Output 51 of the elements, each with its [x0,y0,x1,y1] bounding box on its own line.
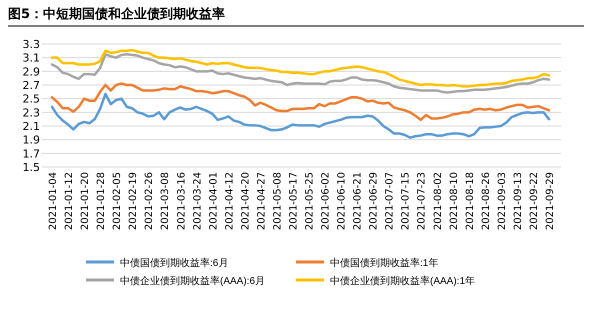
x-tick-label: 2021-04-01 [208,172,220,230]
x-tick-label: 2021-09-29 [545,172,556,230]
x-tick-label: 2021-04-20 [240,172,252,230]
x-tick-label: 2021-01-20 [80,172,92,230]
x-tick-label: 2021-07-23 [416,172,428,230]
y-tick-label: 2.9 [22,65,40,78]
legend-item: 中债国债到期收益率:6月 [86,258,228,269]
legend-item: 中债企业债到期收益率(AAA):6月 [86,276,266,287]
x-tick-label: 2021-04-12 [224,172,236,230]
x-tick-label: 2021-01-28 [96,172,108,230]
x-tick-label: 2021-08-02 [432,172,444,230]
legend-item: 中债国债到期收益率:1年 [296,258,438,269]
legend-item: 中债企业债到期收益率(AAA):1年 [296,276,476,287]
y-tick-label: 3.3 [22,38,40,51]
y-tick-label: 2.1 [22,120,40,133]
x-tick-label: 2021-07-07 [384,172,396,230]
x-tick-label: 2021-06-10 [336,172,348,230]
x-tick-label: 2021-06-02 [320,172,332,230]
x-tick-label: 2021-08-10 [448,172,460,230]
x-tick-label: 2021-03-08 [160,172,172,230]
y-tick-label: 2.7 [22,79,40,92]
x-tick-label: 2021-09-22 [528,172,540,230]
legend-label: 中债企业债到期收益率(AAA):1年 [330,275,476,287]
legend-label: 中债国债到期收益率:1年 [330,257,438,269]
x-tick-label: 2021-09-13 [512,172,524,230]
y-tick-label: 1.9 [22,134,40,147]
y-tick-label: 1.7 [22,147,40,160]
legend-label: 中债企业债到期收益率(AAA):6月 [120,275,266,287]
x-tick-label: 2021-04-27 [256,172,268,230]
y-tick-label: 1.5 [22,161,40,174]
x-tick-label: 2021-05-17 [288,172,300,230]
x-tick-label: 2021-01-04 [48,172,59,230]
legend-label: 中债国债到期收益率:6月 [120,257,228,269]
x-tick-label: 2021-08-18 [464,172,476,230]
x-tick-label: 2021-02-05 [112,172,124,230]
y-tick-label: 2.3 [22,106,40,120]
x-tick-label: 2021-02-19 [128,172,140,230]
x-tick-label: 2021-02-26 [144,172,156,230]
x-tick-label: 2021-09-03 [496,172,508,230]
x-tick-label: 2021-06-21 [352,172,364,230]
x-tick-label: 2021-07-15 [400,172,412,230]
x-tick-label: 2021-06-29 [368,172,380,230]
y-tick-label: 3.1 [22,52,40,65]
chart-title: 图5：中短期国债和企业债到期收益率 [8,6,226,22]
x-tick-label: 2021-01-12 [64,172,76,230]
y-tick-label: 2.5 [22,92,40,106]
x-tick-label: 2021-03-16 [176,172,188,230]
x-tick-label: 2021-05-08 [272,172,284,230]
x-tick-label: 2021-05-25 [304,172,316,230]
x-tick-label: 2021-03-24 [192,172,204,230]
x-tick-label: 2021-08-26 [480,172,492,230]
